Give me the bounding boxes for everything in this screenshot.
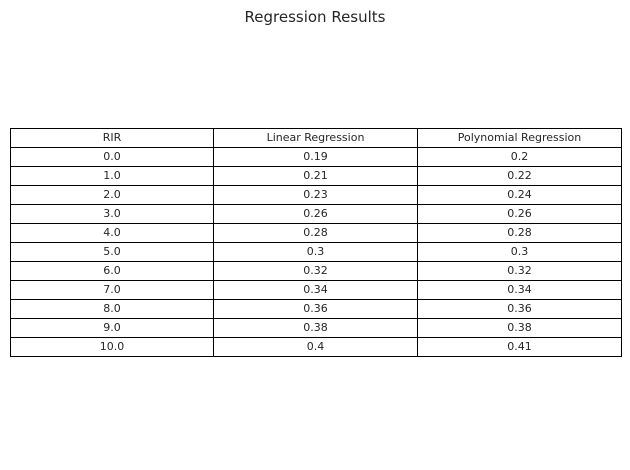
table-row: 7.0 0.34 0.34 [10,280,622,300]
table-row: 10.0 0.4 0.41 [10,337,622,357]
rir-cell: 4.0 [10,223,214,243]
table-row: 2.0 0.23 0.24 [10,185,622,205]
table-body: 0.0 0.19 0.2 1.0 0.21 0.22 2.0 0.23 0.24 3.0 0.26 0… [10,147,622,357]
linear-regression-cell: 0.3 [213,242,418,262]
table-row: 9.0 0.38 0.38 [10,318,622,338]
regression-results-table: RIR Linear Regression Polynomial Regress… [10,128,622,357]
polynomial-regression-cell: 0.3 [417,242,622,262]
polynomial-regression-cell: 0.22 [417,166,622,186]
table-row: 6.0 0.32 0.32 [10,261,622,281]
linear-regression-cell: 0.21 [213,166,418,186]
polynomial-regression-cell: 0.32 [417,261,622,281]
linear-regression-cell: 0.34 [213,280,418,300]
header-row: RIR Linear Regression Polynomial Regress… [10,128,622,148]
rir-cell: 10.0 [10,337,214,357]
table-row: 4.0 0.28 0.28 [10,223,622,243]
rir-cell: 2.0 [10,185,214,205]
rir-cell: 5.0 [10,242,214,262]
rir-cell: 0.0 [10,147,214,167]
rir-cell: 9.0 [10,318,214,338]
table-row: 3.0 0.26 0.26 [10,204,622,224]
polynomial-regression-cell: 0.36 [417,299,622,319]
rir-cell: 3.0 [10,204,214,224]
linear-regression-cell: 0.38 [213,318,418,338]
linear-regression-cell: 0.23 [213,185,418,205]
linear-regression-cell: 0.32 [213,261,418,281]
table-row: 8.0 0.36 0.36 [10,299,622,319]
chart-title: Regression Results [244,8,386,26]
linear-regression-cell: 0.19 [213,147,418,167]
table-header: RIR Linear Regression Polynomial Regress… [10,128,622,148]
rir-cell: 1.0 [10,166,214,186]
linear-regression-cell: 0.4 [213,337,418,357]
column-header-linear-regression: Linear Regression [213,128,418,148]
polynomial-regression-cell: 0.34 [417,280,622,300]
table-row: 5.0 0.3 0.3 [10,242,622,262]
column-header-rir: RIR [10,128,214,148]
rir-cell: 7.0 [10,280,214,300]
polynomial-regression-cell: 0.26 [417,204,622,224]
linear-regression-cell: 0.36 [213,299,418,319]
polynomial-regression-cell: 0.2 [417,147,622,167]
table-row: 0.0 0.19 0.2 [10,147,622,167]
linear-regression-cell: 0.26 [213,204,418,224]
polynomial-regression-cell: 0.24 [417,185,622,205]
polynomial-regression-cell: 0.38 [417,318,622,338]
column-header-polynomial-regression: Polynomial Regression [417,128,622,148]
table-row: 1.0 0.21 0.22 [10,166,622,186]
rir-cell: 6.0 [10,261,214,281]
linear-regression-cell: 0.28 [213,223,418,243]
polynomial-regression-cell: 0.41 [417,337,622,357]
rir-cell: 8.0 [10,299,214,319]
polynomial-regression-cell: 0.28 [417,223,622,243]
